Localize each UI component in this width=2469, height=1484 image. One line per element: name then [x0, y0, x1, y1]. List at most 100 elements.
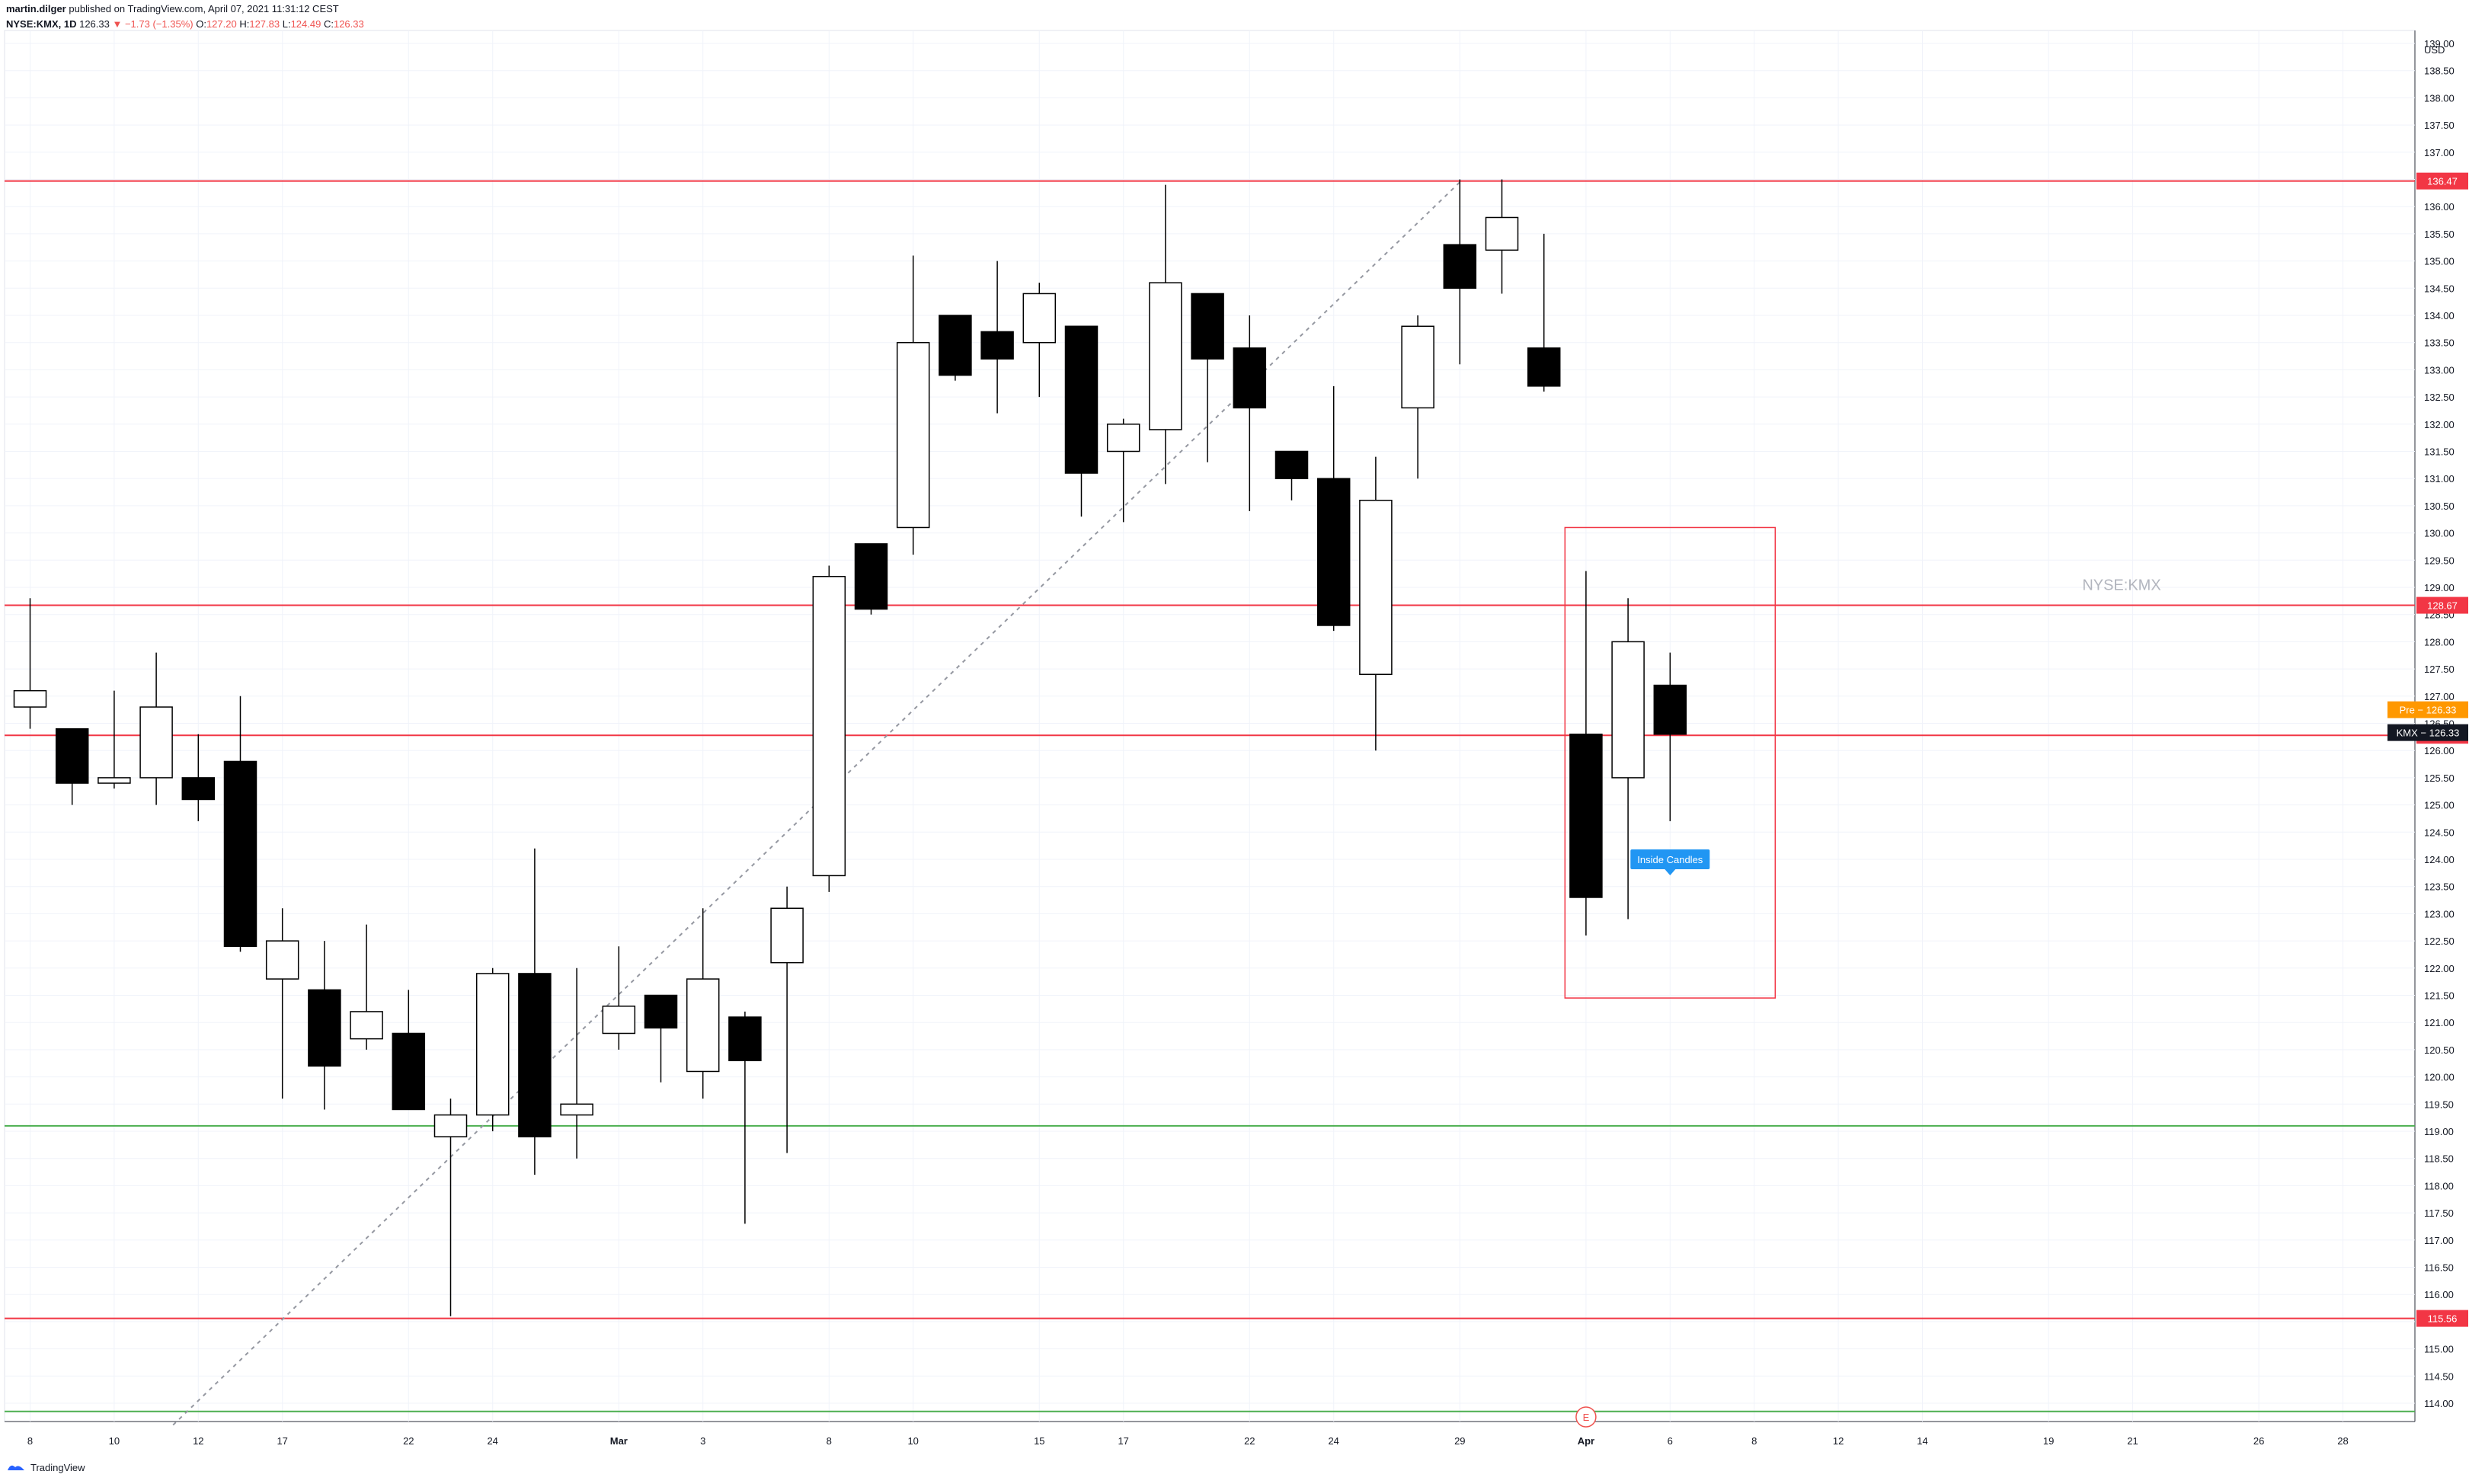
legend-line: NYSE:KMX, 1D 126.33 ▼ −1.73 (−1.35%) O:1… — [6, 17, 364, 32]
footer: TradingView — [6, 1461, 85, 1473]
price-tick-label: 124.50 — [2424, 827, 2455, 838]
candle-body — [1359, 500, 1393, 675]
candle-body — [1022, 293, 1057, 344]
time-tick-label: 12 — [193, 1435, 203, 1447]
inside-candles-rectangle — [1564, 526, 1777, 999]
candle-body — [1233, 347, 1267, 409]
price-tick-label: 134.50 — [2424, 283, 2455, 294]
last-price: 126.33 — [79, 18, 110, 30]
author-name[interactable]: martin.dilger — [6, 3, 66, 14]
close-value: 126.33 — [333, 18, 364, 30]
price-tag-box — [2387, 724, 2468, 741]
candle-body — [139, 706, 173, 779]
time-tick-label: Mar — [610, 1435, 628, 1447]
candle-body — [308, 989, 341, 1067]
candle-body — [518, 973, 552, 1137]
annotation-text: Inside Candles — [1637, 854, 1703, 865]
time-axis[interactable]: 8 10 12 17 22 24 Mar 3 8 10 15 17 22 24 29 Apr 6 8 12 14 19 2… — [27, 1435, 2349, 1447]
price-tick-label: 137.50 — [2424, 120, 2455, 131]
chart-header: martin.dilger published on TradingView.c… — [6, 2, 364, 32]
earnings-marker-text: E — [1583, 1412, 1590, 1423]
price-tick-label: 120.50 — [2424, 1044, 2455, 1056]
price-tick-label: 131.50 — [2424, 446, 2455, 458]
price-tick-label: 119.50 — [2424, 1099, 2454, 1110]
time-tick-label: 24 — [1328, 1435, 1338, 1447]
annotation-pointer — [1665, 869, 1676, 875]
brand-label[interactable]: TradingView — [30, 1461, 85, 1473]
time-tick-label: 17 — [1118, 1435, 1128, 1447]
price-tick-label: 139.00 — [2424, 38, 2455, 50]
earnings-marker-circle — [1575, 1406, 1597, 1428]
price-tick-label: 120.00 — [2424, 1072, 2455, 1083]
price-label-text: 115.56 — [2428, 1313, 2458, 1325]
time-tick-label: 26 — [2253, 1435, 2264, 1447]
time-tick-label: 8 — [827, 1435, 832, 1447]
price-tick-label: 126.00 — [2424, 745, 2455, 756]
candle-body — [728, 1016, 762, 1061]
price-tick-label: 125.50 — [2424, 772, 2455, 784]
rectangle-box — [1564, 526, 1777, 999]
price-tick-label: 130.00 — [2424, 528, 2455, 539]
candle-body — [1653, 684, 1687, 735]
time-tick-label: 3 — [700, 1435, 705, 1447]
price-tick-label: 132.00 — [2424, 419, 2455, 430]
candle-body — [1569, 734, 1603, 898]
time-tick-label: 14 — [1917, 1435, 1927, 1447]
price-label-text: 128.67 — [2427, 600, 2458, 612]
candle-body — [1527, 347, 1561, 387]
candle-body — [13, 689, 47, 708]
price-tick-label: 138.50 — [2424, 66, 2455, 77]
candle-body — [1274, 450, 1309, 479]
price-tick-label: 125.00 — [2424, 800, 2455, 811]
candle-body — [812, 575, 846, 877]
candle-body — [560, 1103, 593, 1116]
price-tick-label: 135.50 — [2424, 229, 2455, 240]
price-tick-label: 135.00 — [2424, 256, 2455, 267]
watermark: NYSE:KMX — [2082, 577, 2160, 594]
candle-body — [392, 1032, 426, 1111]
price-tick-label: 118.50 — [2424, 1153, 2454, 1165]
price-tick-label: 123.00 — [2424, 908, 2455, 920]
price-tick-label: 117.00 — [2424, 1235, 2454, 1246]
price-tick-label: 127.50 — [2424, 664, 2455, 675]
price-tick-label: 134.00 — [2424, 310, 2455, 321]
time-tick-label: 29 — [1454, 1435, 1465, 1447]
candle-body — [433, 1114, 468, 1137]
price-change: ▼ −1.73 (−1.35%) — [112, 18, 193, 30]
price-tag-box — [2387, 701, 2468, 718]
symbol-label[interactable]: NYSE:KMX, 1D — [6, 18, 77, 30]
low-label: L: — [282, 18, 291, 30]
candle-body — [1106, 424, 1140, 453]
candle-body — [854, 543, 888, 610]
price-axis[interactable]: 114.00114.50115.00115.50116.00116.50117.… — [2424, 38, 2455, 1409]
time-tick-label: 8 — [27, 1435, 33, 1447]
candle-body — [223, 760, 257, 947]
open-value: 127.20 — [206, 18, 237, 30]
candle-body — [1149, 282, 1182, 430]
price-tick-label: 119.00 — [2424, 1126, 2454, 1137]
candle-body — [1611, 641, 1645, 779]
candle-body — [1064, 325, 1099, 474]
candle-body — [644, 994, 678, 1029]
time-tick-label: Apr — [1578, 1435, 1594, 1447]
candle-body — [265, 940, 299, 980]
time-tick-label: 15 — [1034, 1435, 1044, 1447]
annotation: Inside Candles — [1630, 849, 1710, 875]
price-label-box — [2416, 1310, 2468, 1327]
price-tick-label: 133.00 — [2424, 364, 2455, 376]
price-tick-label: 131.00 — [2424, 473, 2455, 485]
candle-body — [896, 341, 930, 529]
candle-body — [1485, 216, 1519, 251]
high-label: H: — [239, 18, 250, 30]
candle-body — [98, 777, 131, 784]
candle-body — [181, 777, 216, 801]
candles — [13, 179, 1687, 1316]
price-tick-label: 132.50 — [2424, 392, 2455, 403]
currency-label: USD — [2424, 44, 2445, 56]
open-label: O: — [196, 18, 206, 30]
candle-body — [1401, 325, 1434, 409]
price-tick-label: 129.00 — [2424, 582, 2455, 593]
time-tick-label: 22 — [403, 1435, 414, 1447]
price-tick-label: 114.50 — [2424, 1370, 2454, 1382]
